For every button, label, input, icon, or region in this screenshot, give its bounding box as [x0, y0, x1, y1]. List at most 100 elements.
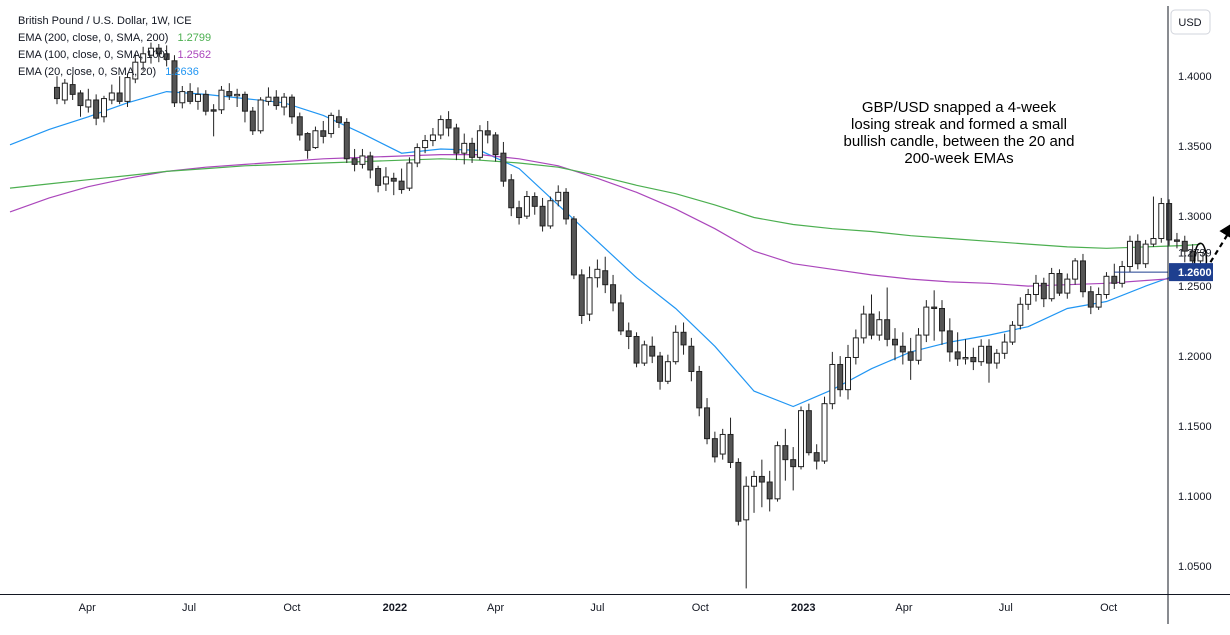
x-tick-label: Jul — [999, 602, 1013, 614]
candle-body — [954, 351, 961, 360]
candle — [296, 112, 303, 141]
candle-body — [476, 130, 483, 158]
candle — [704, 398, 711, 445]
last-price-label: 1.2739 — [1178, 248, 1212, 260]
candle-body — [1048, 273, 1055, 300]
candle — [641, 340, 648, 366]
candle-body — [273, 96, 280, 107]
candle — [414, 143, 421, 168]
candle — [696, 365, 703, 417]
candle — [523, 190, 530, 219]
annotation-layer: GBP/USD snapped a 4-week losing streak an… — [843, 99, 1230, 278]
candle — [680, 322, 687, 355]
candle-body — [1111, 275, 1118, 284]
x-tick-label: 2022 — [383, 602, 407, 614]
level-price-badge — [1169, 263, 1213, 282]
level-price-label: 1.2600 — [1178, 267, 1212, 279]
candle — [226, 83, 233, 100]
candle — [1173, 232, 1180, 249]
candle — [938, 300, 945, 345]
candle — [1048, 267, 1055, 302]
candle-body — [241, 93, 248, 112]
candle-body — [923, 306, 930, 336]
candle — [915, 328, 922, 365]
candle — [1134, 234, 1141, 270]
candle-body — [555, 191, 562, 202]
candle-body — [657, 355, 664, 382]
candle-layer — [53, 42, 1204, 589]
candle — [790, 447, 797, 491]
candle-body — [351, 158, 358, 165]
candle — [406, 157, 413, 191]
candle — [610, 274, 617, 312]
candle-body — [500, 152, 507, 182]
candle-body — [226, 91, 233, 97]
candle-body — [633, 335, 640, 364]
currency-button[interactable]: USD — [1170, 9, 1211, 35]
candle-body — [516, 207, 523, 219]
ema-100-legend: EMA (100, close, 0, SMA, 100) 1.2562 — [18, 49, 211, 61]
candle — [249, 106, 256, 135]
candle — [77, 90, 84, 117]
candle — [140, 46, 147, 71]
candle — [860, 305, 867, 344]
candle — [570, 216, 577, 280]
candle-body — [265, 96, 272, 102]
candle-body — [1166, 203, 1173, 241]
candle-body — [1040, 282, 1047, 300]
candle-body — [899, 345, 906, 353]
candle-body — [100, 98, 107, 118]
candle-body — [1072, 260, 1079, 280]
candle-body — [437, 119, 444, 136]
candle-body — [852, 337, 859, 358]
candle-body — [1119, 266, 1126, 284]
candle — [829, 351, 836, 410]
candle-body — [210, 109, 217, 112]
candle-body — [782, 445, 789, 461]
x-tick-label: Oct — [1100, 602, 1117, 614]
legend-layer: British Pound / U.S. Dollar, 1W, ICE EMA… — [18, 15, 211, 78]
candle-body — [124, 77, 131, 102]
candle-body — [719, 433, 726, 455]
candle-body — [860, 313, 867, 339]
candle — [821, 396, 828, 464]
candle — [602, 256, 609, 294]
candle-body — [1009, 324, 1016, 343]
candle-body — [1197, 252, 1204, 262]
candle — [1181, 235, 1188, 263]
currency-button-frame[interactable] — [1170, 9, 1211, 35]
candle — [758, 459, 765, 508]
candle — [539, 197, 546, 232]
candle — [617, 294, 624, 336]
candle-body — [335, 116, 342, 123]
candle-body — [523, 196, 530, 217]
candle-body — [1103, 275, 1110, 296]
candle — [1150, 196, 1157, 247]
candle-body — [484, 130, 491, 136]
candle-body — [281, 96, 288, 108]
y-tick-label: 1.3500 — [1178, 141, 1212, 153]
candle-body — [140, 53, 147, 63]
candle-body — [1158, 203, 1165, 240]
candle-body — [766, 481, 773, 500]
candle-body — [672, 331, 679, 363]
candle — [649, 336, 656, 364]
candle-body — [876, 319, 883, 336]
candle-body — [187, 91, 194, 102]
candle — [210, 104, 217, 137]
ema-20-legend-value: 1.2636 — [165, 66, 199, 78]
candle-body — [798, 410, 805, 468]
candle-body — [1173, 239, 1180, 242]
ema-200-legend-value: 1.2799 — [177, 32, 211, 44]
candle — [1142, 239, 1149, 268]
candle — [469, 137, 476, 163]
dashed-arrow — [1209, 220, 1230, 263]
candle — [727, 417, 734, 469]
candle-body — [813, 452, 820, 462]
candle — [892, 328, 899, 361]
x-tick-label: Oct — [692, 602, 709, 614]
candle — [508, 174, 515, 217]
candle-body — [1134, 240, 1141, 265]
candle-body — [304, 133, 311, 151]
candle — [1009, 321, 1016, 345]
